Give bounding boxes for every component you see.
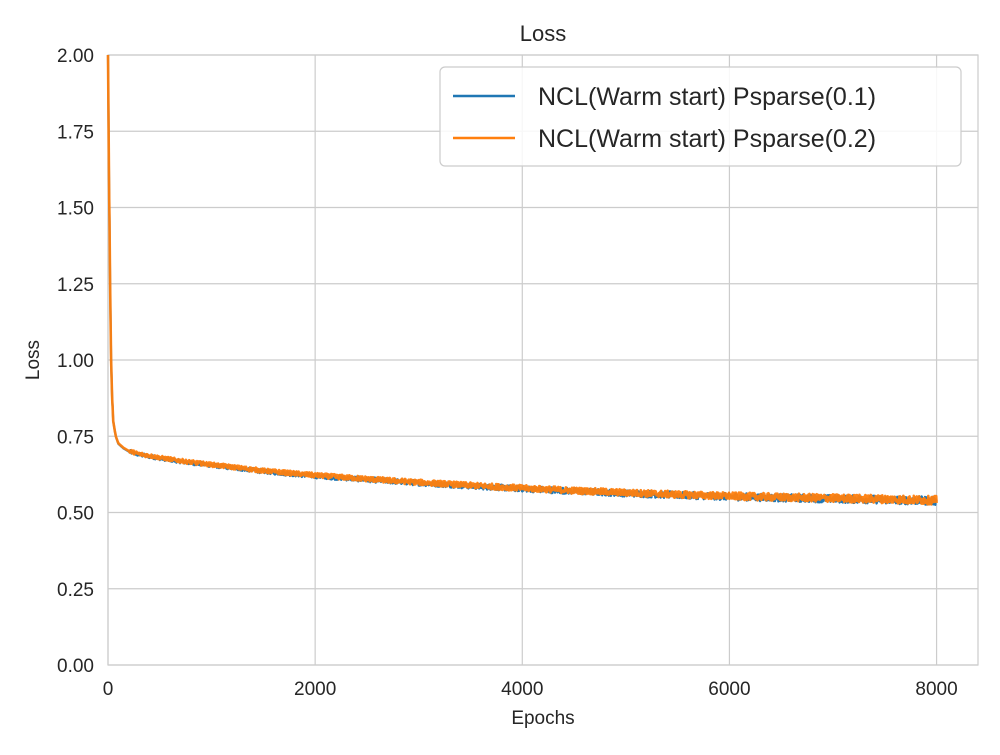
grid-lines bbox=[107, 54, 978, 666]
y-tick-label: 0.50 bbox=[57, 504, 94, 525]
x-axis-label: Epochs bbox=[511, 708, 574, 729]
y-tick-label: 0.00 bbox=[57, 656, 94, 677]
x-tick-label: 0 bbox=[103, 679, 114, 700]
series-line-1 bbox=[106, 54, 938, 506]
y-axis-label: Loss bbox=[23, 340, 44, 380]
x-tick-label: 4000 bbox=[501, 679, 543, 700]
legend: NCL(Warm start) Psparse(0.1) NCL(Warm st… bbox=[439, 66, 962, 167]
legend-box bbox=[439, 66, 962, 167]
chart-title: Loss bbox=[520, 21, 566, 46]
y-tick-label: 1.00 bbox=[57, 351, 94, 372]
legend-label-psparse-0-1: NCL(Warm start) Psparse(0.1) bbox=[538, 83, 876, 111]
y-tick-label: 1.75 bbox=[57, 122, 94, 143]
x-tick-label: 6000 bbox=[708, 679, 750, 700]
y-tick-label: 0.25 bbox=[57, 580, 94, 601]
x-tick-label: 2000 bbox=[294, 679, 336, 700]
y-tick-label: 0.75 bbox=[57, 427, 94, 448]
x-tick-label: 8000 bbox=[915, 679, 957, 700]
y-tick-label: 1.25 bbox=[57, 275, 94, 296]
y-tick-label: 2.00 bbox=[57, 46, 94, 67]
tick-labels: 0 2000 4000 6000 8000 0.00 0.25 0.50 0.75 1.00 1.2… bbox=[57, 46, 958, 700]
legend-label-psparse-0-2: NCL(Warm start) Psparse(0.2) bbox=[538, 125, 876, 153]
y-tick-label: 1.50 bbox=[57, 199, 94, 220]
series-lines bbox=[106, 54, 938, 506]
